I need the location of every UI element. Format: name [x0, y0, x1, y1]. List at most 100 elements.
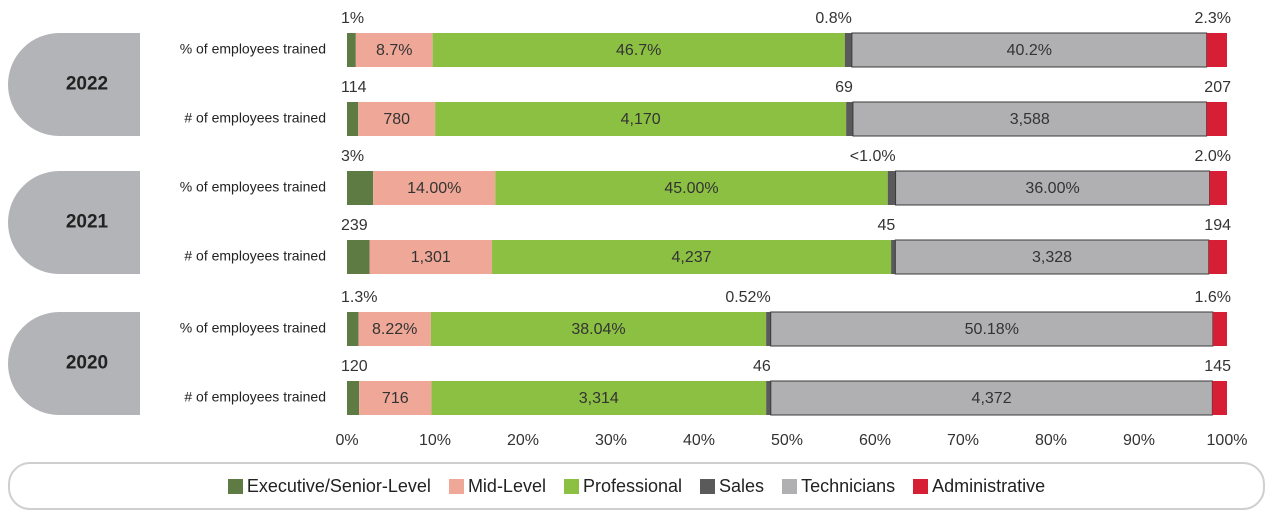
value-label: 120 [341, 358, 368, 375]
value-label: 207 [1204, 79, 1231, 96]
bar-segment [347, 33, 356, 67]
legend-label: Mid-Level [467, 475, 546, 496]
bar-segment [1212, 381, 1227, 415]
x-tick-label: 60% [859, 432, 891, 449]
row-label: % of employees trained [180, 320, 326, 336]
x-tick-label: 100% [1207, 432, 1248, 449]
value-label: 38.04% [571, 321, 625, 338]
value-label: 1.3% [341, 289, 377, 306]
bar-segment [1212, 312, 1227, 346]
bar-segment [1208, 240, 1227, 274]
group-shape [8, 33, 141, 136]
bar-segment [430, 312, 767, 346]
value-label: 1,301 [411, 249, 451, 266]
value-label: 46 [753, 358, 771, 375]
bar-segment [894, 239, 1210, 275]
group-shape [8, 171, 141, 274]
value-label: 8.7% [376, 42, 412, 59]
bar-segment [492, 240, 892, 274]
bar-segment [347, 312, 359, 346]
legend-label: Technicians [801, 475, 896, 496]
x-tick-label: 10% [419, 432, 451, 449]
value-label: 45 [878, 217, 896, 234]
x-tick-label: 40% [683, 432, 715, 449]
x-tick-label: 50% [771, 432, 803, 449]
bar-segment [844, 33, 852, 67]
value-label: 780 [383, 111, 410, 128]
bar-segment [770, 380, 1213, 416]
value-label: 45.00% [664, 180, 718, 197]
bar-segment [347, 240, 370, 274]
bar-segment [766, 312, 771, 346]
bar-segment [431, 381, 767, 415]
chart: 2022 2021 2020 % of employees trained 1% 8.7%… [8, 10, 1248, 449]
value-label: 0.52% [725, 289, 770, 306]
value-label: 2.0% [1195, 148, 1231, 165]
value-label: 4,372 [972, 390, 1012, 407]
bar-segment [770, 311, 1214, 347]
legend-item: Professional [563, 475, 683, 497]
legend-item: Sales [700, 476, 764, 497]
group-shape [8, 312, 141, 415]
legend-item: Mid-Level [448, 475, 546, 497]
group-label: 2021 [66, 212, 109, 233]
value-label: 69 [835, 79, 853, 96]
legend-item: Technicians [782, 476, 895, 497]
bar-segment [495, 171, 888, 205]
row-label: % of employees trained [180, 179, 326, 195]
bar-segment [369, 240, 493, 274]
value-label: 4,170 [621, 111, 661, 128]
legend-label: Executive/Senior-Level [246, 475, 431, 496]
x-tick-label: 30% [595, 432, 627, 449]
legend-swatch [448, 478, 464, 494]
value-label: 716 [382, 390, 409, 407]
value-label: 3,588 [1010, 111, 1050, 128]
bar-segment [432, 33, 845, 67]
bar-segment [358, 312, 431, 346]
value-label: 36.00% [1025, 180, 1079, 197]
x-tick-label: 70% [947, 432, 979, 449]
legend-label: Administrative [932, 475, 1046, 496]
bar-segment [435, 102, 847, 136]
x-tick-label: 80% [1035, 432, 1067, 449]
bar-segment [347, 171, 374, 205]
value-label: 2.3% [1195, 10, 1231, 27]
bar-segment [373, 171, 496, 205]
value-label: <1.0% [850, 148, 896, 165]
bar-segment [852, 101, 1208, 137]
x-tick-label: 90% [1123, 432, 1155, 449]
value-label: 46.7% [616, 42, 661, 59]
value-label: 0.8% [815, 10, 851, 27]
value-label: 3,314 [579, 390, 619, 407]
x-tick-label: 20% [507, 432, 539, 449]
bar-segment [1209, 171, 1227, 205]
legend-label: Professional [582, 475, 683, 496]
legend-label: Sales [719, 475, 765, 496]
bar-segment [1206, 33, 1227, 67]
bar-segment [347, 102, 359, 136]
value-label: 40.2% [1007, 42, 1052, 59]
legend-swatch [782, 478, 798, 494]
bar-segment [895, 170, 1211, 206]
legend-item: Executive/Senior-Level [227, 475, 431, 497]
value-label: 1.6% [1195, 289, 1231, 306]
value-label: 239 [341, 217, 368, 234]
bar-segment [359, 381, 432, 415]
legend-item: Administrative [913, 476, 1045, 497]
legend-swatch [913, 478, 929, 494]
bar-segment [887, 171, 896, 205]
group-label: 2022 [66, 74, 108, 95]
value-label: 3,328 [1032, 249, 1072, 266]
legend: Executive/Senior-Level Mid-Level Professio… [8, 462, 1265, 510]
row-label: % of employees trained [180, 41, 326, 57]
row-label: # of employees trained [184, 248, 326, 264]
value-label: 3% [341, 148, 364, 165]
value-label: 50.18% [965, 321, 1019, 338]
value-label: 14.00% [407, 180, 461, 197]
bar-segment [846, 102, 853, 136]
bar-segment [347, 381, 360, 415]
bar-segment [1206, 102, 1227, 136]
row-label: # of employees trained [184, 110, 326, 126]
value-label: 4,237 [672, 249, 712, 266]
row-label: # of employees trained [184, 389, 326, 405]
